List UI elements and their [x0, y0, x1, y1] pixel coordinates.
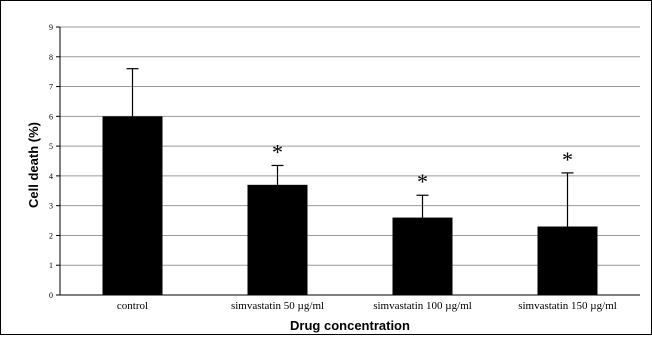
- x-tick-label: simvastatin 100 µg/ml: [373, 300, 472, 312]
- x-tick-label: control: [117, 300, 148, 312]
- y-tick-label: 2: [49, 231, 53, 240]
- y-tick-label: 1: [49, 261, 53, 270]
- y-tick-label: 8: [49, 53, 53, 62]
- y-tick-label: 0: [49, 291, 53, 300]
- y-tick-label: 7: [49, 83, 53, 92]
- y-tick-label: 9: [49, 23, 53, 32]
- error-bars: [126, 68, 574, 227]
- significance-marker: *: [272, 139, 283, 164]
- y-axis-label: Cell death (%): [26, 122, 41, 208]
- significance-marker: *: [417, 169, 428, 194]
- x-axis-ticks: control simvastatin 50 µg/ml simvastatin 1…: [117, 300, 617, 312]
- y-axis-ticks: 0 1 2 3 4 5 6 7 8 9: [49, 23, 60, 300]
- bar: [537, 226, 598, 295]
- y-tick-label: 5: [49, 142, 53, 151]
- bar: [247, 184, 308, 295]
- significance-marker: *: [562, 147, 573, 172]
- significance-markers: * * *: [272, 139, 573, 194]
- bar: [102, 116, 163, 295]
- y-tick-label: 4: [49, 172, 53, 181]
- x-tick-label: simvastatin 50 µg/ml: [231, 300, 324, 312]
- bars: [102, 116, 598, 295]
- y-tick-label: 3: [49, 202, 53, 211]
- x-tick-label: simvastatin 150 µg/ml: [518, 300, 617, 312]
- bar: [392, 217, 453, 295]
- y-tick-label: 6: [49, 112, 53, 121]
- x-axis-label: Drug concentration: [290, 318, 410, 333]
